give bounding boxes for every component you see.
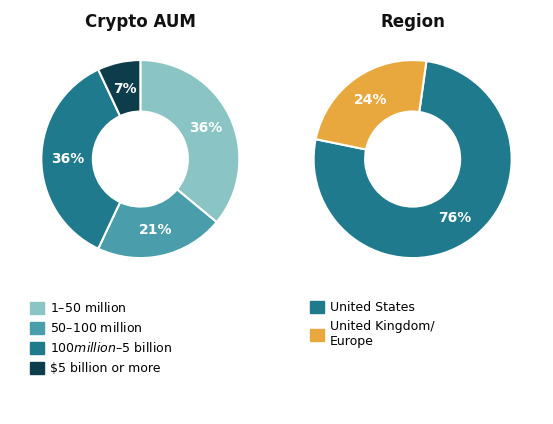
Wedge shape (316, 60, 426, 150)
Wedge shape (314, 61, 512, 258)
Text: 36%: 36% (189, 121, 222, 135)
Title: Region: Region (380, 13, 445, 31)
Title: Crypto AUM: Crypto AUM (85, 13, 196, 31)
Text: 7%: 7% (113, 81, 137, 95)
Wedge shape (98, 60, 140, 116)
Wedge shape (41, 70, 120, 248)
Legend: United States, United Kingdom/
Europe: United States, United Kingdom/ Europe (307, 298, 437, 351)
Wedge shape (140, 60, 239, 222)
Text: 76%: 76% (437, 211, 471, 225)
Wedge shape (98, 190, 217, 258)
Legend: $1–$50 million, $50–$100 million, $100 million–$5 billion, $5 billion or more: $1–$50 million, $50–$100 million, $100 m… (28, 298, 175, 377)
Text: 24%: 24% (354, 93, 388, 107)
Text: 21%: 21% (139, 223, 173, 237)
Text: 36%: 36% (51, 152, 85, 166)
